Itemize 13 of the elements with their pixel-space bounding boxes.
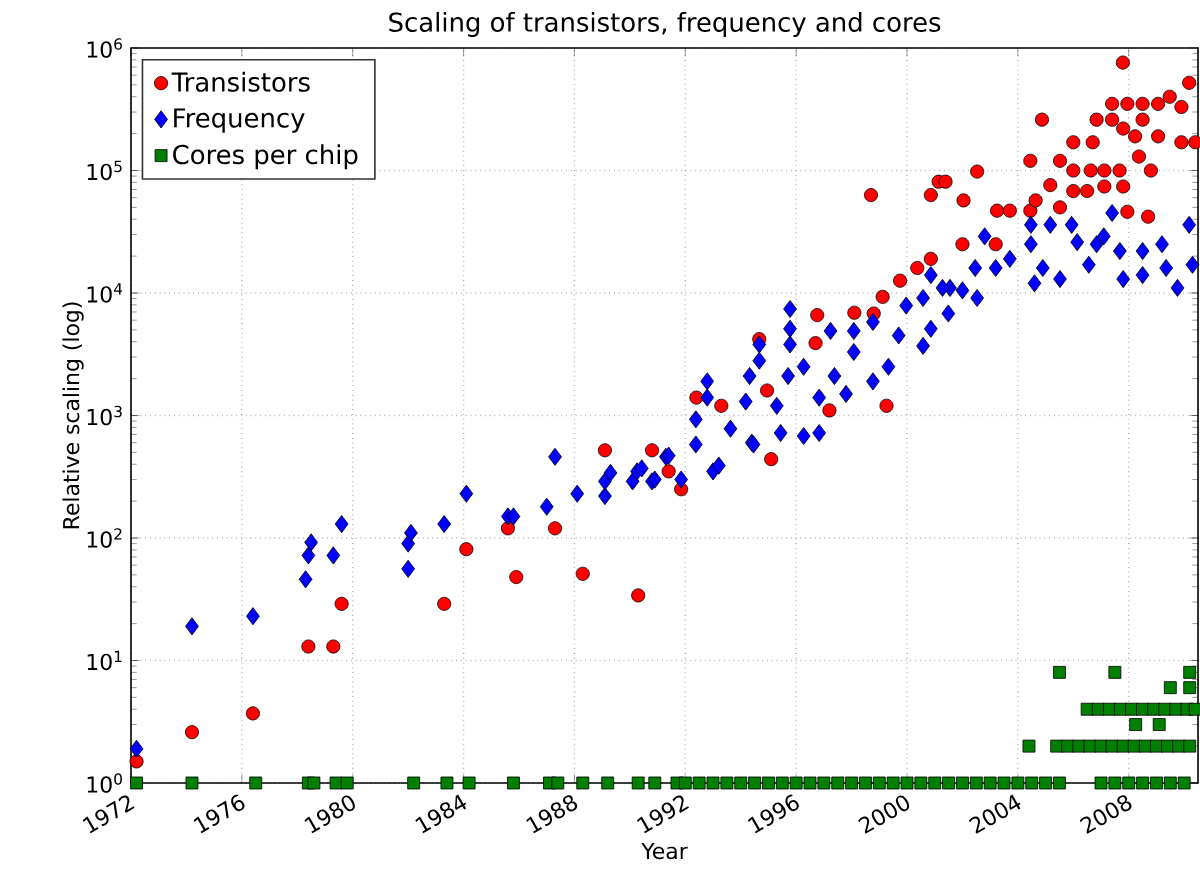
y-tick-label: 10$^{5}$	[87, 160, 122, 181]
y-axis-title: Relative scaling (log)	[62, 302, 84, 529]
x-axis-title: Year	[641, 842, 688, 860]
y-tick-label: 10$^{4}$	[87, 283, 123, 303]
y-tick-label: 10$^{0}$	[87, 773, 122, 793]
y-tick-label: 10$^{2}$	[87, 528, 122, 548]
y-tick-label: 10$^{3}$	[87, 405, 122, 426]
legend-label: Cores per chip	[173, 144, 358, 170]
legend-label: Frequency	[174, 108, 305, 133]
y-tick-label: 10$^{6}$	[87, 38, 122, 58]
chart-title: Scaling of transistors, frequency and cores	[389, 11, 941, 37]
y-tick-label: 10$^{1}$	[87, 650, 122, 671]
legend-label: Transistors	[171, 71, 310, 92]
